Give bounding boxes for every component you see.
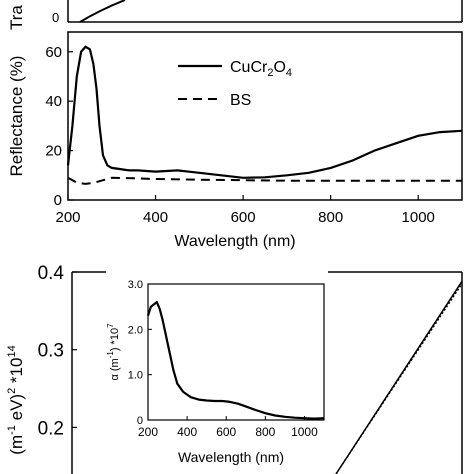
reflectance-xtick-label: 1000	[402, 209, 435, 226]
reflectance-xtick-label: 400	[143, 209, 168, 226]
inset-ytick-label: 0	[137, 415, 143, 427]
legend-label-cucr2o4: CuCr2O4	[230, 59, 292, 79]
inset-xtick-label: 600	[216, 425, 236, 439]
reflectance-series-line	[67, 176, 462, 185]
reflectance-chart: 200 400 600 800 1000 0 20 40 60 Wavelength (nm) Re…	[7, 31, 463, 250]
bottom-ytick-label: 0.3	[38, 341, 64, 362]
reflectance-xtick-label: 800	[318, 209, 343, 226]
bottom-series-line	[335, 280, 463, 474]
reflectance-ytick-label: 20	[45, 143, 62, 160]
reflectance-plot-frame	[67, 31, 463, 201]
inset-ytick-label: 1.0	[128, 370, 143, 382]
inset-xtick-label: 1000	[291, 425, 318, 439]
top-panel: 0 Tra	[7, 0, 463, 30]
inset-xtick-label: 400	[177, 425, 197, 439]
inset-x-axis-title: Wavelength (nm)	[178, 449, 284, 465]
top-panel-ylabel: Tra	[7, 5, 26, 30]
legend-label-bs: BS	[230, 92, 251, 109]
reflectance-y-axis-title: Reflectance (%)	[7, 56, 26, 177]
inset-absorption-line	[146, 301, 325, 420]
reflectance-series-line	[66, 45, 463, 179]
inset-xtick-label: 200	[138, 425, 158, 439]
inset-background	[106, 270, 328, 474]
inset-ytick-label: 2.0	[128, 324, 143, 336]
inset-ytick-label: 3.0	[128, 279, 143, 291]
reflectance-x-axis-title: Wavelength (nm)	[174, 233, 295, 250]
reflectance-ytick-label: 60	[45, 44, 62, 61]
reflectance-xtick-label: 600	[231, 209, 256, 226]
bottom-ytick-label: 0.4	[38, 263, 65, 284]
bottom-ytick-label: 0.2	[38, 418, 64, 439]
inset-chart: 200 400 600 800 1000 0 1.0 2.0 3.0 Wavelength (nm…	[106, 270, 328, 474]
reflectance-ytick-label: 40	[45, 93, 62, 110]
bottom-y-axis-title: (m-1 eV)2 *1014	[6, 345, 26, 454]
top-panel-ytick: 0	[52, 10, 59, 25]
reflectance-xtick-label: 200	[55, 209, 80, 226]
inset-y-axis-title: α (m-1) *107	[106, 323, 121, 381]
reflectance-ytick-label: 0	[54, 192, 62, 209]
top-panel-curve	[79, 0, 126, 23]
inset-plot-frame	[147, 283, 325, 421]
inset-xtick-label: 800	[255, 425, 275, 439]
